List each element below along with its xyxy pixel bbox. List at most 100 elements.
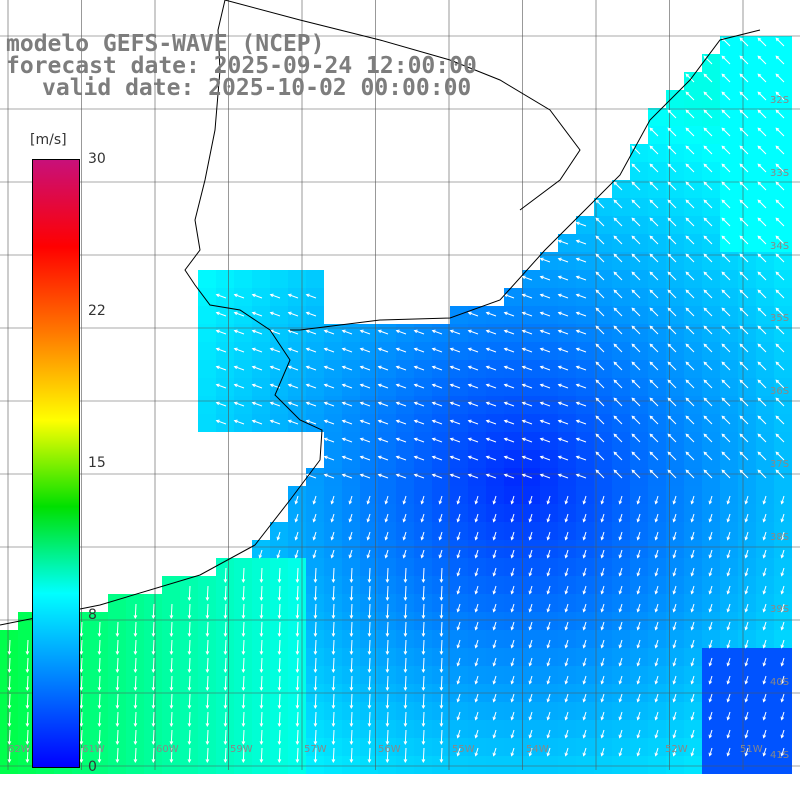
wind-vector [457, 675, 461, 684]
wind-vector-head [421, 579, 426, 584]
wind-vector-head [305, 329, 310, 334]
wind-vector [757, 397, 767, 407]
wind-vector [619, 711, 623, 720]
speed-cell [324, 324, 342, 342]
speed-cell [468, 702, 486, 720]
wind-vector-head [438, 536, 443, 541]
wind-vector [421, 495, 425, 504]
speed-cell [180, 630, 198, 648]
wind-vector-head [133, 705, 138, 710]
wind-vector-head [377, 383, 382, 388]
speed-cell [558, 612, 576, 630]
wind-vector-head [595, 271, 600, 276]
speed-cell [522, 594, 540, 612]
wind-vector-head [413, 365, 418, 370]
speed-cell [738, 486, 756, 504]
wind-vector [26, 729, 29, 745]
wind-vector-head [449, 419, 454, 424]
speed-cell [162, 756, 180, 774]
wind-vector-head [744, 554, 749, 559]
speed-cell [306, 648, 324, 666]
wind-vector-head [595, 433, 600, 438]
wind-vector-head [341, 365, 346, 370]
wind-vector-head [431, 455, 436, 460]
speed-cell [414, 450, 432, 468]
wind-vector [414, 402, 425, 407]
wind-vector [721, 415, 731, 425]
wind-vector [486, 330, 497, 335]
wind-vector-head [251, 419, 256, 424]
wind-vector [368, 639, 371, 655]
wind-vector-head [744, 752, 749, 757]
wind-vector [288, 402, 299, 407]
speed-cell [540, 468, 558, 486]
wind-vector [757, 55, 767, 65]
wind-vector-head [349, 723, 354, 728]
speed-cell [666, 630, 684, 648]
wind-vector [252, 330, 263, 335]
wind-vector-head [546, 500, 551, 505]
wind-vector-head [757, 217, 762, 222]
wind-vector [667, 361, 677, 371]
wind-vector [739, 91, 749, 101]
speed-cell [756, 648, 774, 666]
wind-vector-head [323, 365, 328, 370]
wind-vector [576, 240, 587, 245]
wind-vector [595, 271, 605, 281]
wind-vector [404, 729, 407, 745]
wind-vector [475, 711, 479, 720]
wind-vector [414, 456, 425, 461]
wind-vector-head [438, 554, 443, 559]
wind-vector [242, 603, 245, 619]
speed-cell [756, 540, 774, 558]
wind-vector-head [169, 741, 174, 746]
wind-vector-head [595, 361, 600, 366]
wind-vector [691, 495, 695, 504]
wind-vector [739, 289, 749, 299]
wind-vector [703, 325, 713, 335]
wind-vector-head [258, 554, 263, 559]
wind-vector [709, 657, 713, 666]
speed-cell [216, 558, 234, 576]
speed-cell [360, 396, 378, 414]
wind-vector-head [377, 329, 382, 334]
speed-cell [432, 576, 450, 594]
wind-vector-head [456, 680, 461, 685]
wind-vector [685, 91, 695, 101]
wind-vector-head [521, 347, 526, 352]
speed-cell [756, 720, 774, 738]
speed-cell [684, 558, 702, 576]
speed-cell [774, 720, 792, 738]
wind-vector-head [600, 716, 605, 721]
wind-vector [775, 55, 785, 65]
speed-cell [360, 414, 378, 432]
speed-cell [504, 468, 522, 486]
wind-vector [685, 289, 695, 299]
wind-vector [206, 675, 209, 691]
speed-cell [720, 576, 738, 594]
speed-cell [378, 378, 396, 396]
wind-vector [619, 513, 623, 522]
wind-vector [709, 711, 713, 720]
wind-vector-head [421, 669, 426, 674]
wind-vector-head [97, 741, 102, 746]
speed-cell [558, 522, 576, 540]
wind-vector [440, 711, 443, 727]
speed-cell [324, 756, 342, 774]
wind-vector-head [654, 500, 659, 505]
wind-vector-head [654, 644, 659, 649]
speed-cell [144, 756, 162, 774]
speed-cell [486, 306, 504, 324]
wind-vector [439, 513, 443, 522]
wind-vector-head [384, 536, 389, 541]
wind-vector [522, 402, 533, 407]
wind-vector [224, 729, 227, 745]
wind-vector [422, 621, 425, 637]
wind-vector [242, 747, 245, 763]
wind-vector-head [277, 615, 282, 620]
speed-cell [486, 324, 504, 342]
wind-vector [655, 729, 659, 738]
wind-vector-head [367, 633, 372, 638]
speed-cell [666, 504, 684, 522]
speed-cell [234, 612, 252, 630]
